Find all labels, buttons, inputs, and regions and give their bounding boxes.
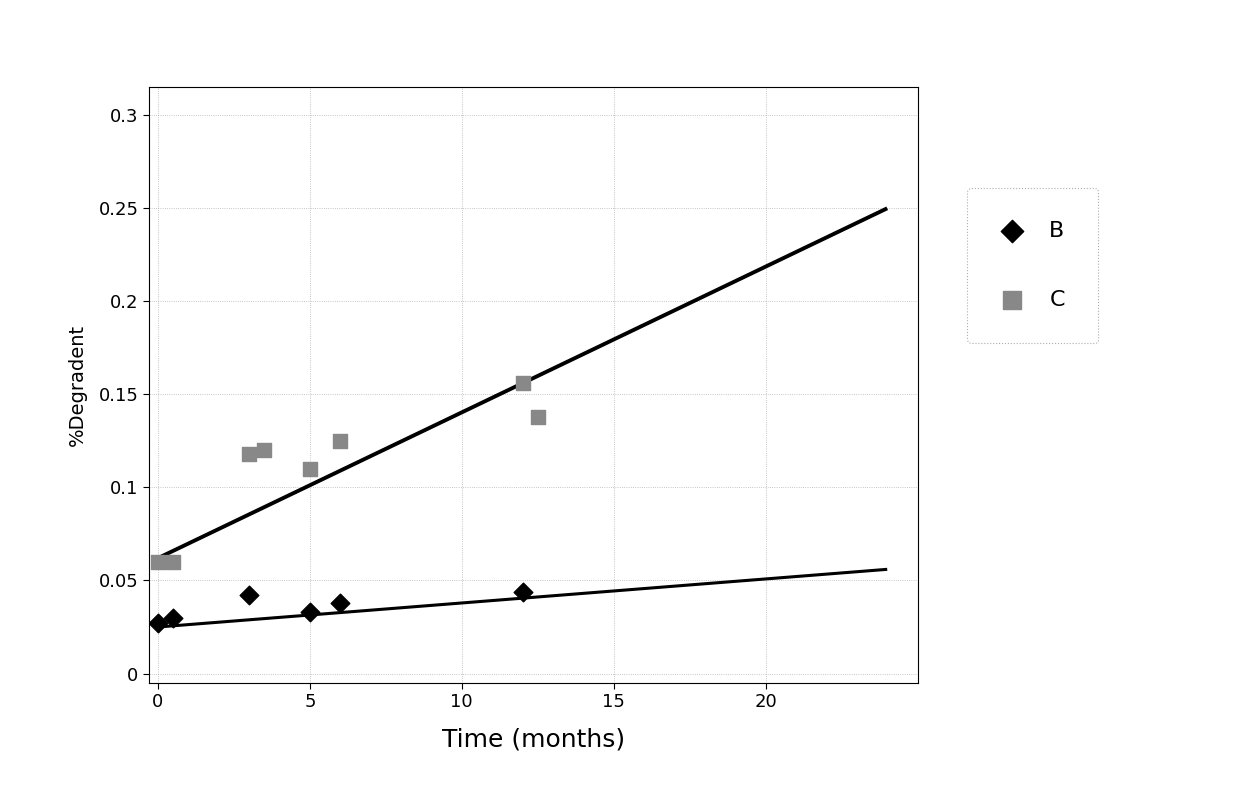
B — [512, 585, 532, 598]
B — [300, 606, 320, 619]
C — [164, 556, 184, 569]
Y-axis label: %Degradent: %Degradent — [68, 324, 87, 446]
C — [528, 410, 548, 423]
C — [512, 377, 532, 390]
B — [330, 596, 350, 609]
B — [164, 611, 184, 624]
C — [239, 448, 259, 461]
C — [330, 434, 350, 447]
C — [254, 444, 274, 457]
C — [148, 556, 167, 569]
B — [239, 589, 259, 602]
B — [148, 617, 167, 630]
Legend: B, C: B, C — [967, 187, 1099, 343]
X-axis label: Time (months): Time (months) — [441, 728, 625, 752]
C — [300, 462, 320, 475]
